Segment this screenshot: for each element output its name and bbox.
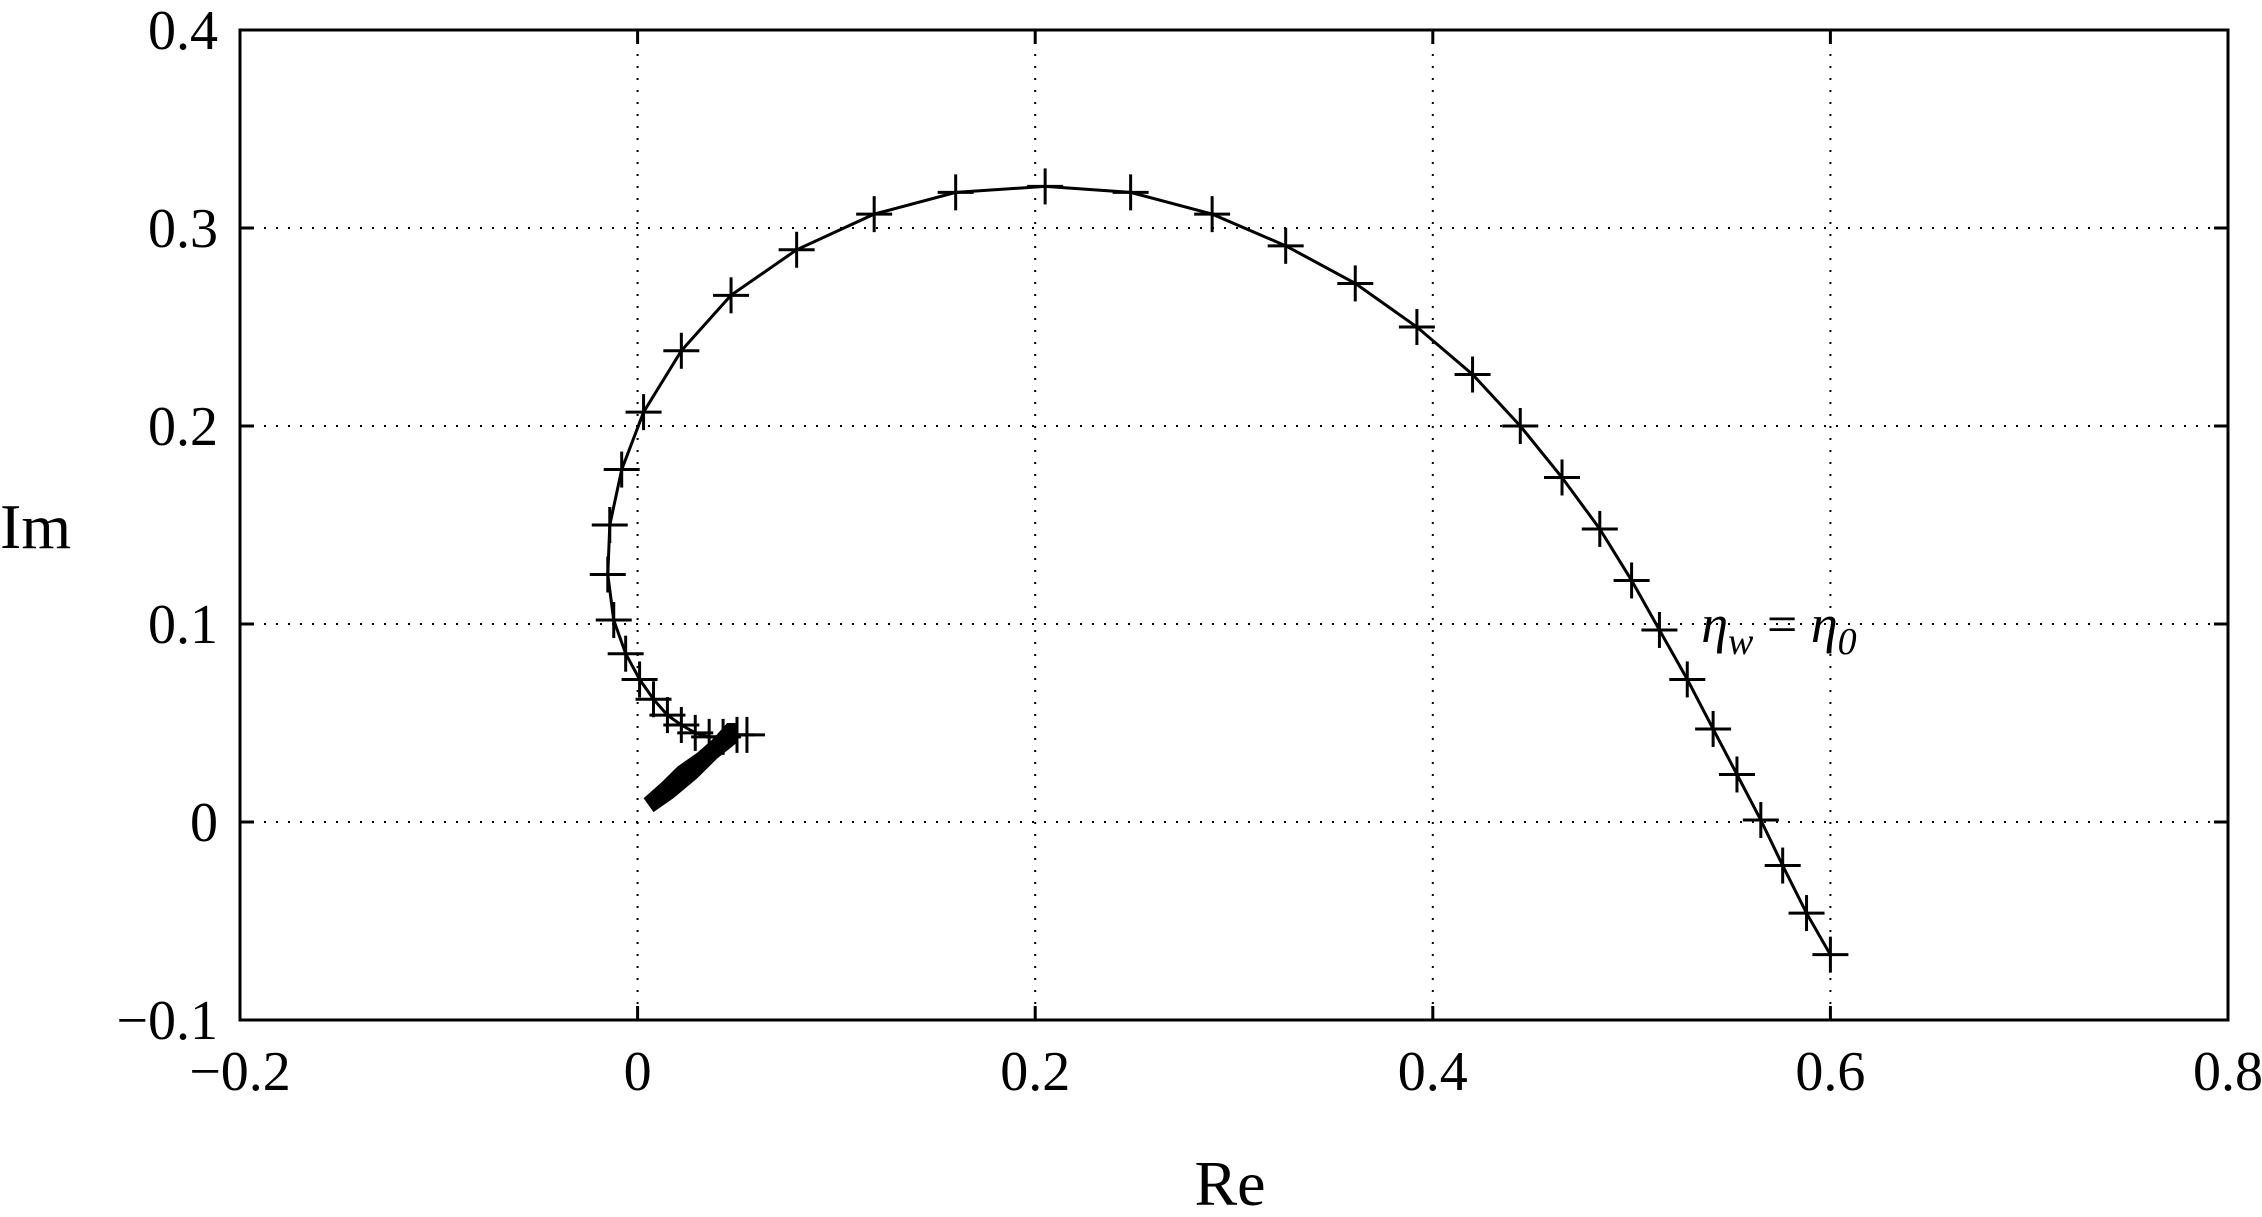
data-point-marker [1812,936,1849,973]
data-point-marker [621,661,658,698]
curve-layer [606,184,1832,956]
plot-frame [238,28,2230,1022]
data-point-marker [1454,356,1491,393]
data-point-marker [1718,756,1755,793]
data-point-marker [1641,611,1678,648]
marker-layer [589,168,1849,973]
data-point-marker [607,635,644,672]
grid-lines [240,30,2228,1020]
data-point-marker [1669,661,1706,698]
x-tick-label: 0.4 [1398,1041,1468,1103]
annotation-equals: = [1753,594,1810,654]
annotation-eta-0: η [1811,594,1838,654]
x-tick-label: −0.2 [189,1041,291,1103]
data-point-marker [649,697,686,734]
data-point-marker [591,507,628,543]
data-point-marker [1194,196,1231,233]
data-point-marker [1027,168,1064,205]
x-axis-label: Re [1194,1148,1265,1217]
data-point-marker [625,394,662,431]
y-tick-label: 0.2 [148,396,218,458]
x-tick-label: 0 [624,1041,652,1103]
annotation-eta-w: η [1701,594,1728,654]
data-point-marker [856,196,893,233]
data-point-marker [937,174,974,211]
data-point-marker [713,277,750,314]
x-tick-labels: −0.2 0 0.2 0.4 0.6 0.8 [189,1041,2262,1103]
data-point-marker [1267,227,1304,264]
annotation-sub-0: 0 [1838,621,1857,663]
tick-marks [238,28,2230,1022]
y-tick-labels: −0.1 0 0.1 0.2 0.3 0.4 [116,0,218,1052]
dense-point-cluster [643,723,737,813]
series-line [606,184,1832,956]
x-tick-label: 0.2 [1000,1041,1070,1103]
y-tick-label: 0 [190,792,218,854]
data-point-marker [1613,562,1650,599]
annotation-sub-w: w [1728,621,1754,663]
data-point-marker [1337,265,1374,302]
data-point-marker [1695,710,1732,747]
y-tick-label: 0.3 [148,198,218,260]
data-point-marker [603,451,640,488]
y-tick-label: 0.1 [148,594,218,656]
data-point-marker [1581,510,1618,547]
data-point-marker [1788,895,1825,932]
data-point-marker [778,231,815,268]
data-point-marker [1112,174,1149,211]
data-point-marker [677,714,714,751]
data-point-marker [589,556,626,593]
x-tick-label: 0.8 [2193,1041,2262,1103]
data-point-marker [1502,408,1539,444]
y-axis-label: Im [0,491,71,562]
data-point-marker [595,602,632,639]
y-tick-label: 0.4 [148,0,218,62]
data-point-marker [1398,309,1435,345]
x-tick-label: 0.6 [1795,1041,1865,1103]
data-point-marker [635,681,672,718]
data-point-marker [1544,459,1581,496]
y-tick-label: −0.1 [116,990,218,1052]
data-point-marker [1764,847,1801,884]
data-point-marker [663,706,700,743]
data-point-marker [1742,802,1779,839]
data-point-marker [663,332,700,369]
curve-annotation: ηw = η0 [1701,594,1856,663]
